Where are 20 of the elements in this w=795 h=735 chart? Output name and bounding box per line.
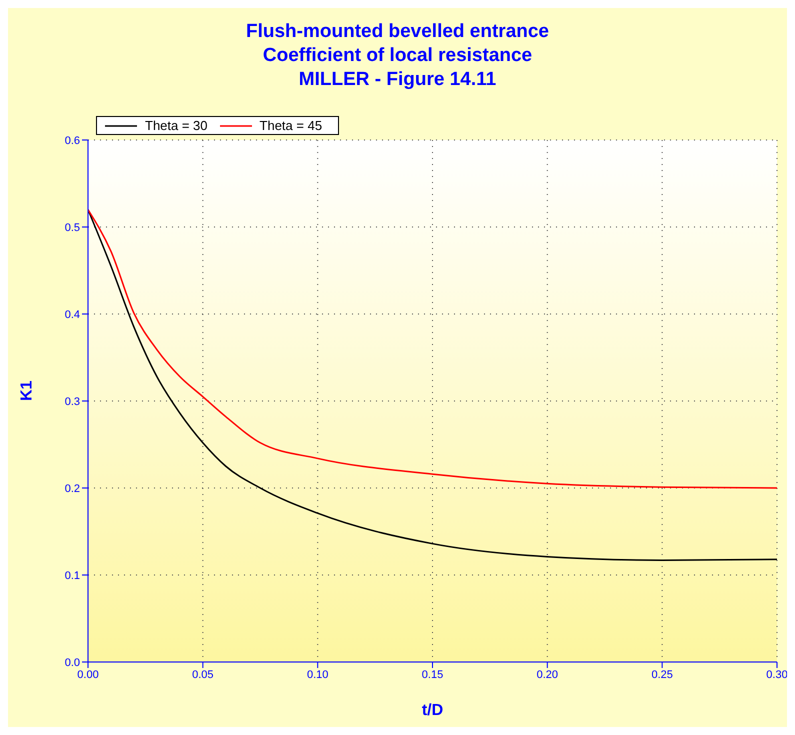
x-tick-label: 0.05 [192, 668, 214, 681]
x-tick-label: 0.00 [77, 668, 99, 681]
legend-label: Theta = 45 [260, 118, 322, 133]
x-tick-label: 0.10 [306, 668, 328, 681]
y-tick-label: 0.5 [64, 222, 80, 234]
y-tick-label: 0.3 [64, 396, 80, 408]
y-tick-label: 0.4 [64, 308, 80, 321]
x-tick-label: 0.20 [536, 668, 558, 681]
x-tick-label: 0.30 [766, 668, 788, 681]
y-tick-label: 0.6 [64, 134, 80, 147]
x-axis-title: t/D [422, 702, 444, 719]
y-tick-label: 0.1 [64, 570, 80, 582]
x-tick-label: 0.25 [651, 668, 673, 681]
y-tick-label: 0.2 [64, 482, 80, 495]
y-axis-title: K1 [18, 380, 36, 401]
chart-title: Flush-mounted bevelled entrance Coefficient of local resistance MILLER - Figure 14.11 [245, 20, 550, 92]
y-tick-label: 0.0 [64, 656, 80, 669]
legend-label: Theta = 30 [145, 118, 208, 133]
x-tick-label: 0.15 [422, 668, 444, 681]
line-series [88, 208, 777, 489]
